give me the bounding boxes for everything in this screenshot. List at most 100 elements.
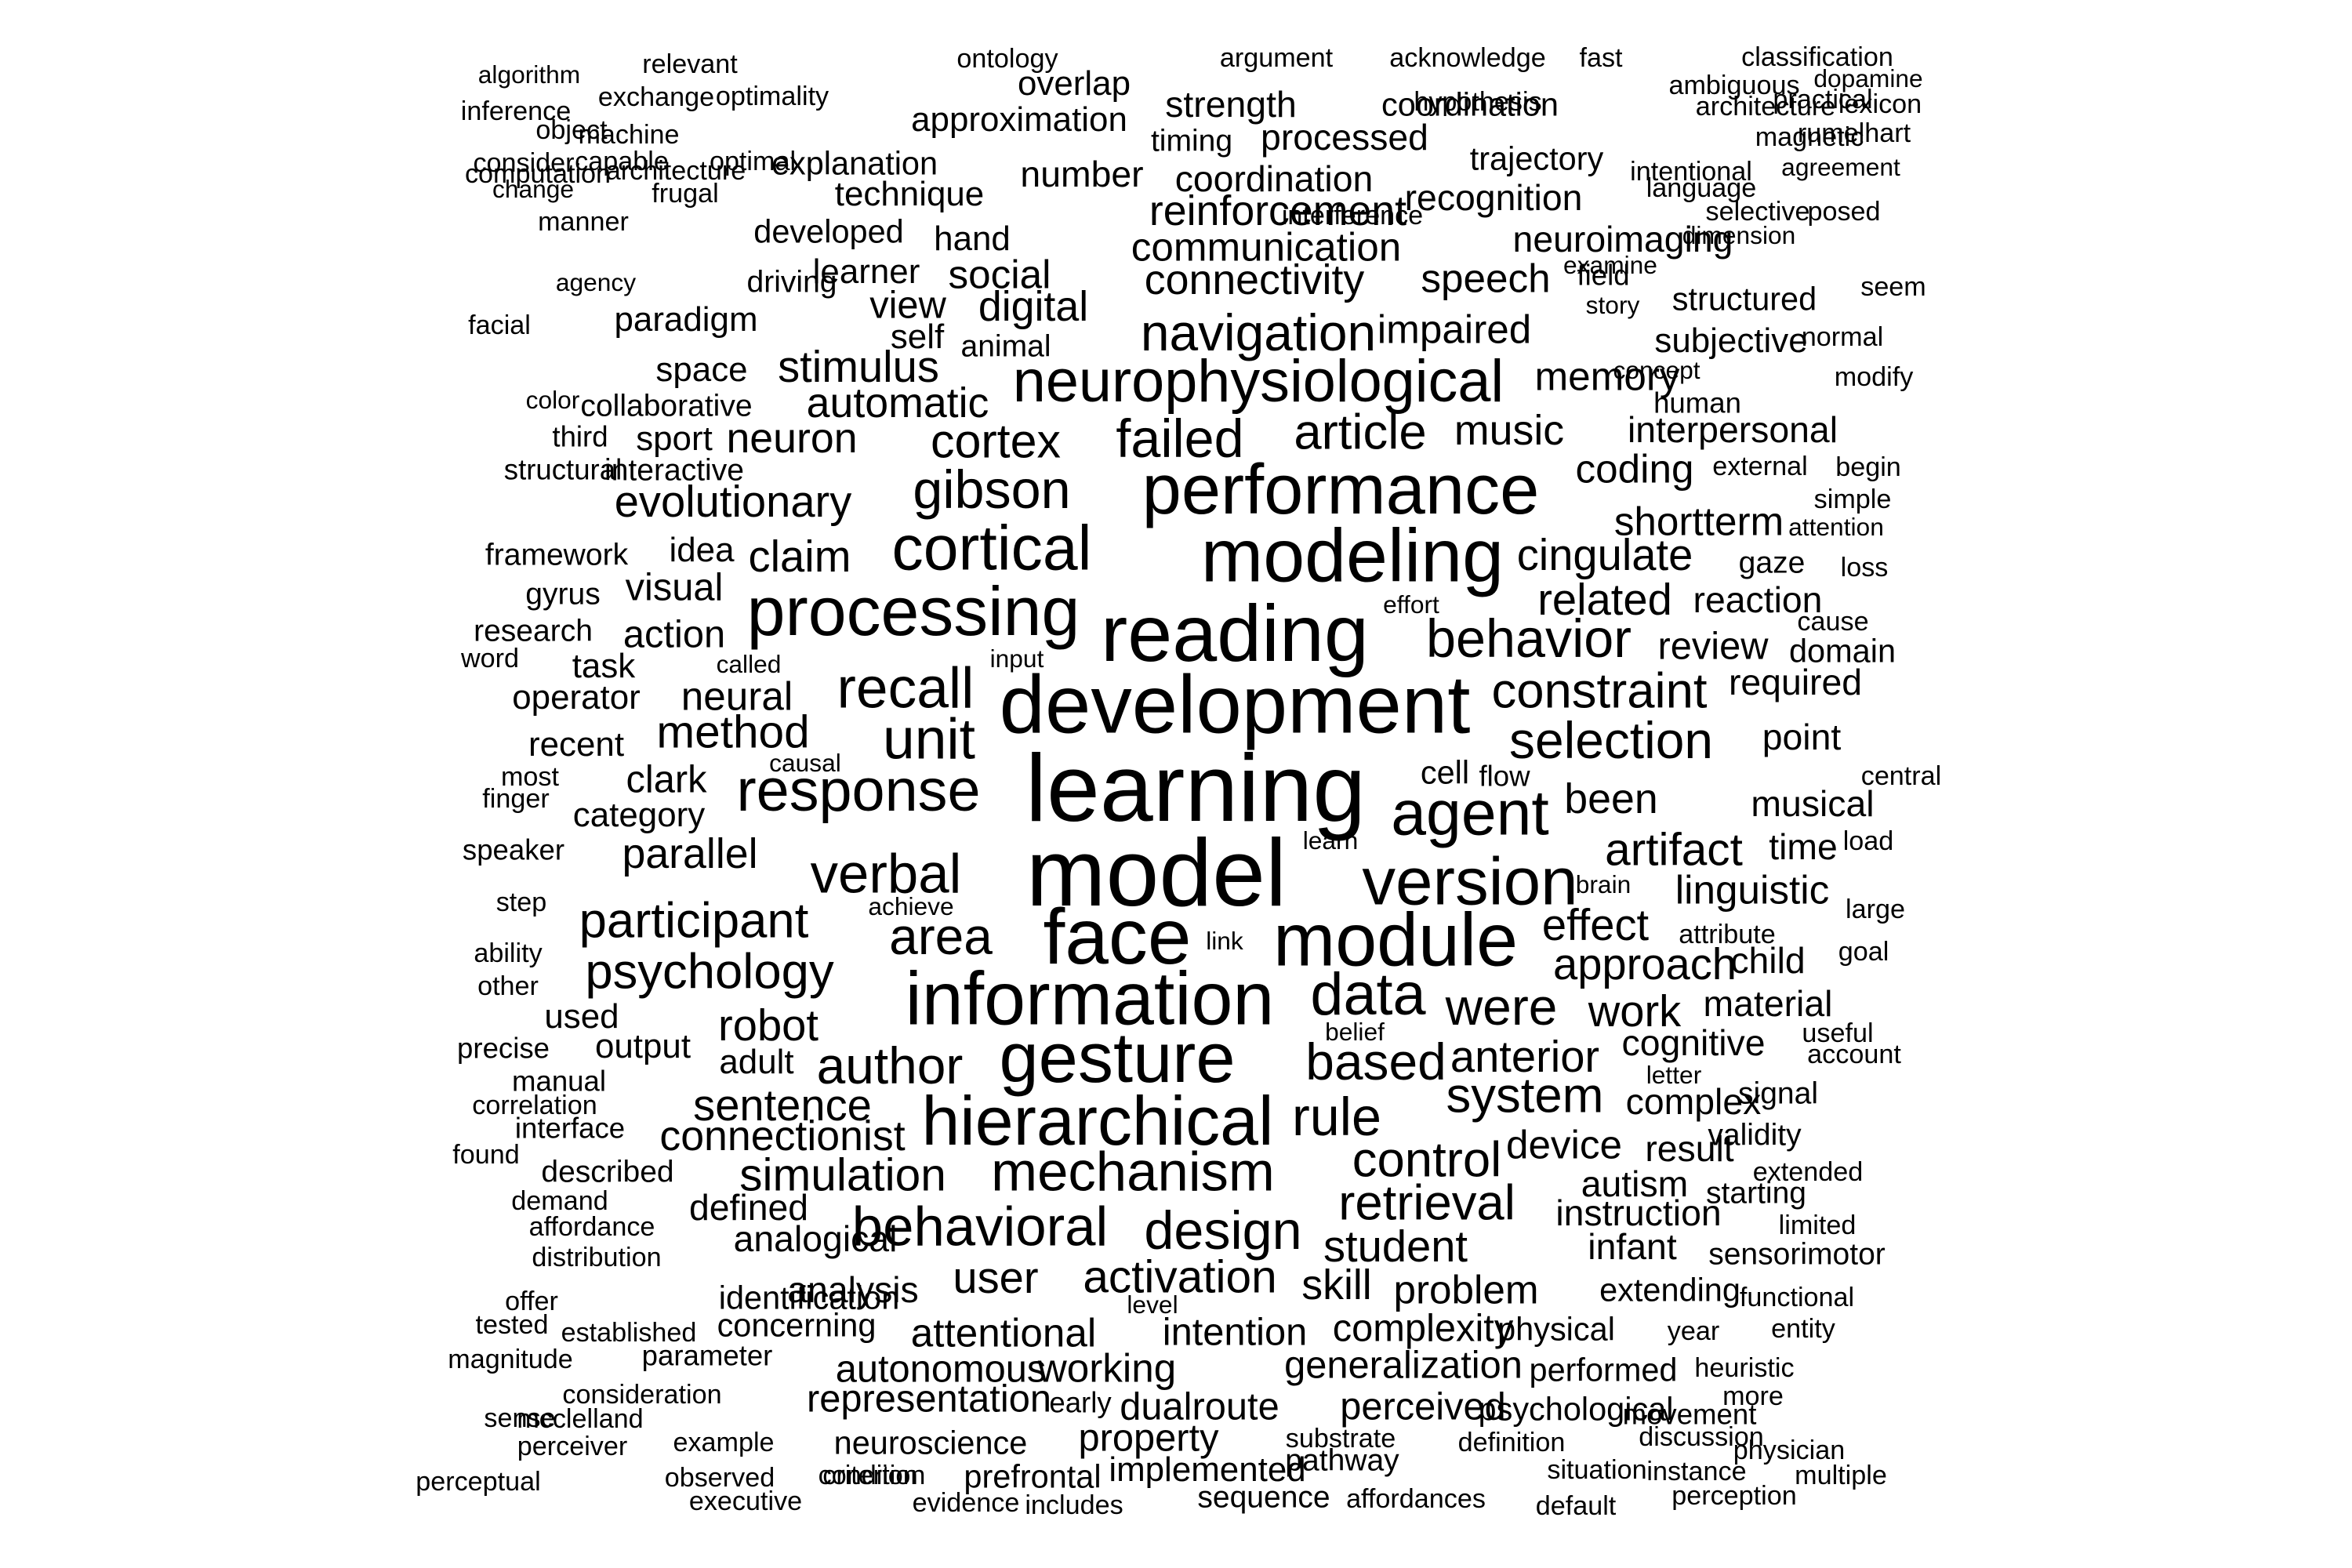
cloud-word: interface: [514, 1112, 626, 1145]
cloud-word: gaze: [1738, 546, 1806, 580]
cloud-word: heuristic: [1694, 1352, 1795, 1383]
cloud-word: finger: [482, 783, 550, 814]
cloud-word: reading: [1101, 587, 1369, 678]
cloud-word: affordances: [1346, 1483, 1486, 1514]
cloud-word: causal: [769, 749, 841, 778]
cloud-word: sequence: [1197, 1480, 1330, 1515]
cloud-word: structural: [503, 453, 622, 486]
cloud-word: machine: [578, 119, 680, 150]
cloud-word: external: [1712, 451, 1808, 481]
cloud-word: link: [1206, 927, 1243, 956]
cloud-word: field: [1577, 259, 1630, 292]
cloud-word: dualroute: [1120, 1385, 1279, 1428]
cloud-word: called: [716, 650, 782, 679]
cloud-word: includes: [1025, 1490, 1123, 1520]
cloud-word: agent: [1391, 778, 1549, 849]
cloud-word: load: [1842, 826, 1894, 856]
cloud-word: interference: [1281, 200, 1424, 230]
cloud-word: account: [1807, 1039, 1901, 1069]
cloud-word: performance: [1142, 449, 1540, 529]
cloud-word: analysis: [787, 1269, 919, 1310]
cloud-word: connectionist: [659, 1112, 906, 1160]
cloud-word: generalization: [1284, 1344, 1523, 1387]
cloud-word: described: [541, 1155, 674, 1189]
cloud-word: architecture: [605, 155, 746, 186]
cloud-word: extending: [1599, 1271, 1740, 1308]
cloud-word: visual: [625, 566, 724, 609]
cloud-word: sense: [484, 1403, 556, 1433]
cloud-word: user: [953, 1252, 1039, 1302]
cloud-word: step: [495, 887, 547, 917]
cloud-word: mcclelland: [517, 1403, 644, 1434]
cloud-word: system: [1446, 1068, 1604, 1123]
cloud-word: data: [1310, 962, 1426, 1029]
cloud-word: entity: [1771, 1313, 1835, 1344]
cloud-word: perceived: [1340, 1385, 1506, 1428]
cloud-word: acknowledge: [1389, 42, 1546, 73]
cloud-word: mechanism: [991, 1140, 1275, 1203]
cloud-word: coding: [1575, 446, 1694, 492]
cloud-word: color: [525, 386, 580, 415]
cloud-word: failed: [1116, 408, 1244, 469]
cloud-word: more: [1722, 1381, 1784, 1411]
cloud-word: domain: [1788, 632, 1896, 670]
cloud-word: work: [1588, 985, 1682, 1036]
cloud-word: early: [1049, 1386, 1112, 1419]
cloud-word: constraint: [1491, 663, 1708, 719]
cloud-word: property: [1078, 1417, 1219, 1460]
cloud-word: psychology: [585, 944, 834, 1000]
cloud-word: neuron: [726, 415, 858, 463]
cloud-word: rumelhart: [1797, 118, 1911, 148]
cloud-word: brain: [1575, 870, 1632, 899]
cloud-word: neurophysiological: [1012, 349, 1504, 416]
cloud-word: manual: [512, 1065, 606, 1098]
cloud-word: effort: [1383, 590, 1439, 619]
cloud-word: change: [492, 175, 575, 204]
cloud-word: verbal: [810, 842, 962, 905]
cloud-word: structured: [1671, 280, 1817, 318]
cloud-word: learning: [1025, 735, 1367, 841]
cloud-word: cause: [1797, 606, 1869, 637]
cloud-word: impaired: [1377, 307, 1532, 352]
cloud-word: evidence: [912, 1487, 1020, 1518]
cloud-word: useful: [1802, 1018, 1874, 1048]
cloud-word: musical: [1751, 782, 1875, 824]
cloud-word: anterior: [1450, 1031, 1600, 1081]
cloud-word: method: [656, 706, 810, 758]
cloud-word: performed: [1529, 1351, 1678, 1388]
cloud-word: coordination: [1174, 158, 1374, 199]
cloud-word: inference: [460, 96, 572, 126]
cloud-word: most: [500, 761, 560, 792]
cloud-word: space: [655, 350, 748, 390]
cloud-word: task: [572, 647, 636, 686]
cloud-word: operator: [512, 678, 641, 717]
cloud-word: begin: [1835, 452, 1901, 482]
cloud-word: correlation: [472, 1090, 597, 1120]
cloud-word: perceptual: [416, 1466, 541, 1497]
cloud-word: category: [572, 796, 706, 835]
cloud-word: concept: [1613, 356, 1700, 385]
cloud-word: lexicon: [1838, 89, 1922, 119]
cloud-word: simple: [1813, 484, 1892, 514]
cloud-word: selection: [1509, 711, 1713, 770]
cloud-word: substrate: [1285, 1423, 1396, 1454]
cloud-word: learn: [1302, 826, 1359, 855]
cloud-word: version: [1362, 844, 1578, 920]
cloud-word: recall: [837, 655, 975, 720]
cloud-word: cognitive: [1621, 1022, 1766, 1063]
cloud-word: development: [999, 659, 1471, 751]
cloud-word: model: [1025, 819, 1287, 926]
cloud-word: third: [552, 420, 608, 453]
cloud-word: infant: [1588, 1225, 1677, 1267]
cloud-word: gyrus: [525, 577, 601, 612]
cloud-word: criterion: [822, 1460, 918, 1490]
cloud-word: manner: [538, 206, 629, 237]
cloud-word: autism: [1581, 1163, 1689, 1204]
cloud-word: optimal: [709, 146, 797, 176]
cloud-word: information: [905, 957, 1275, 1041]
cloud-word: object: [535, 114, 608, 145]
cloud-word: adult: [719, 1043, 794, 1082]
cloud-word: goal: [1838, 936, 1889, 967]
cloud-word: seem: [1860, 271, 1926, 302]
